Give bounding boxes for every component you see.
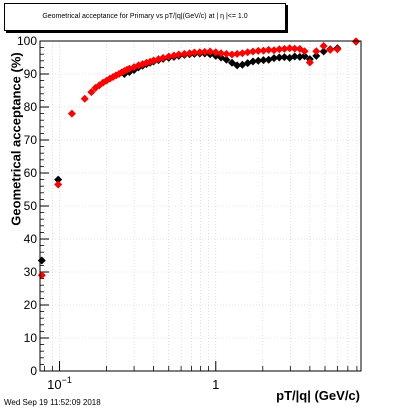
data-point bbox=[211, 48, 220, 57]
y-tick-label: 100 bbox=[17, 34, 37, 48]
x-tick-label: 1 bbox=[212, 377, 219, 392]
data-point bbox=[275, 45, 284, 54]
axis-layer: 0 10 20 30 40 50 60 70 80 90 100 10−1 1 bbox=[17, 34, 358, 392]
data-point bbox=[300, 47, 309, 56]
y-tick-label: 40 bbox=[24, 232, 38, 246]
data-point bbox=[275, 53, 284, 62]
data-point bbox=[159, 53, 168, 62]
y-tick-label: 0 bbox=[30, 364, 37, 378]
data-point bbox=[238, 60, 247, 69]
data-point bbox=[285, 44, 294, 53]
series-group bbox=[37, 37, 361, 280]
data-point bbox=[290, 52, 299, 61]
y-tick-label: 80 bbox=[24, 100, 38, 114]
data-point bbox=[174, 50, 183, 59]
data-point bbox=[295, 52, 304, 61]
x-tick-label: 10−1 bbox=[47, 375, 72, 392]
data-point bbox=[54, 175, 63, 184]
data-point bbox=[200, 47, 209, 56]
data-point bbox=[180, 49, 189, 58]
data-point bbox=[233, 49, 242, 58]
data-point bbox=[80, 94, 89, 103]
data-point bbox=[238, 49, 247, 58]
data-point bbox=[280, 44, 289, 53]
data-point bbox=[54, 180, 63, 189]
data-point bbox=[206, 47, 215, 56]
data-point bbox=[290, 44, 299, 53]
title-box: Geometrical acceptance for Primary vs pT… bbox=[4, 3, 286, 31]
data-point bbox=[270, 54, 279, 63]
series-group bbox=[37, 37, 361, 265]
data-point bbox=[248, 57, 257, 66]
data-point bbox=[319, 47, 328, 56]
y-tick-label: 70 bbox=[24, 133, 38, 147]
data-point bbox=[280, 53, 289, 62]
data-point bbox=[300, 52, 309, 61]
data-point bbox=[259, 46, 268, 55]
data-point bbox=[333, 45, 342, 54]
data-point bbox=[190, 48, 199, 57]
data-point bbox=[305, 58, 314, 67]
data-point bbox=[222, 55, 231, 64]
y-tick-label: 20 bbox=[24, 298, 38, 312]
data-point bbox=[319, 41, 328, 50]
data-point bbox=[270, 46, 279, 55]
y-tick-label: 50 bbox=[24, 199, 38, 213]
data-point bbox=[248, 47, 257, 56]
timestamp: Wed Sep 19 11:52:09 2018 bbox=[4, 398, 101, 407]
data-point bbox=[67, 109, 76, 118]
data-point bbox=[87, 88, 96, 97]
data-point bbox=[259, 56, 268, 65]
data-point bbox=[243, 48, 252, 57]
grid-layer bbox=[40, 41, 361, 371]
data-point bbox=[264, 45, 273, 54]
data-point bbox=[222, 49, 231, 58]
data-point bbox=[185, 49, 194, 58]
y-tick-label: 30 bbox=[24, 265, 38, 279]
data-point bbox=[195, 48, 204, 57]
y-axis-label: Geometrical acceptance (%) bbox=[8, 52, 24, 226]
chart-title: Geometrical acceptance for Primary vs pT… bbox=[42, 13, 248, 20]
y-tick-label: 90 bbox=[24, 67, 38, 81]
series-layer bbox=[37, 37, 361, 280]
data-point bbox=[216, 49, 225, 58]
data-point bbox=[326, 45, 335, 54]
data-point bbox=[164, 52, 173, 61]
data-point bbox=[254, 46, 263, 55]
data-point bbox=[227, 50, 236, 59]
data-point bbox=[312, 47, 321, 56]
data-point bbox=[312, 51, 321, 60]
plot-frame bbox=[39, 40, 362, 372]
data-point bbox=[233, 61, 242, 70]
x-axis-label: pT/|q| (GeV/c) bbox=[276, 388, 360, 403]
y-tick-label: 60 bbox=[24, 166, 38, 180]
y-tick-label: 10 bbox=[24, 331, 38, 345]
data-point bbox=[254, 56, 263, 65]
